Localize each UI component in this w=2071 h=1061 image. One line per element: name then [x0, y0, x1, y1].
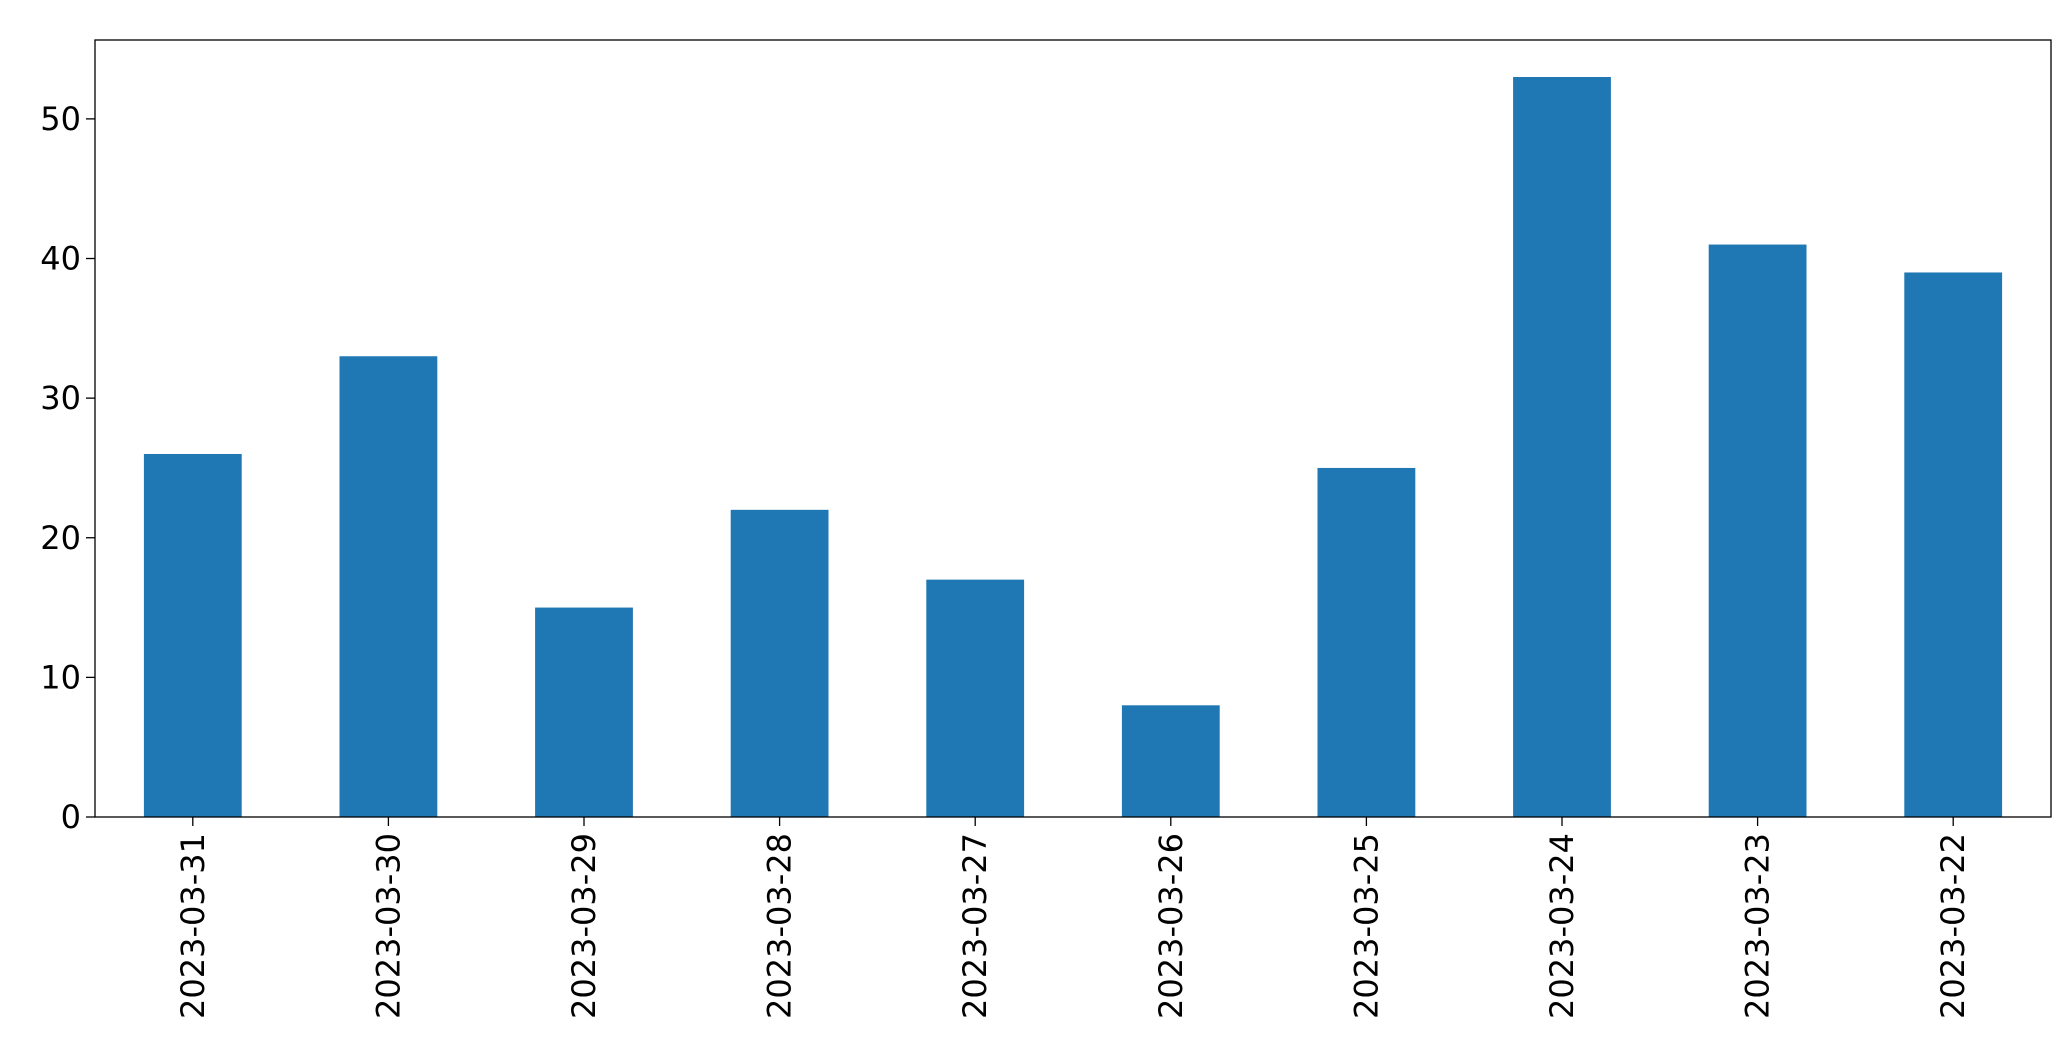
x-tick-label: 2023-03-27	[956, 833, 994, 1019]
y-tick-label: 30	[40, 379, 81, 417]
bar	[339, 356, 438, 817]
x-tick-label: 2023-03-23	[1739, 833, 1777, 1019]
x-tick-label: 2023-03-30	[369, 833, 407, 1019]
y-tick-label: 10	[40, 658, 81, 696]
bar	[1904, 272, 2003, 818]
x-tick-label: 2023-03-24	[1543, 833, 1581, 1019]
y-tick-label: 20	[40, 519, 81, 557]
y-tick-label: 50	[40, 100, 81, 138]
x-tick-label: 2023-03-29	[565, 833, 603, 1019]
bar	[1708, 244, 1807, 817]
bar	[143, 453, 242, 817]
x-tick-label: 2023-03-31	[174, 833, 212, 1019]
y-tick-label: 0	[61, 798, 81, 836]
plot-frame	[94, 39, 2052, 818]
bar	[730, 509, 829, 817]
x-tick-label: 2023-03-28	[761, 833, 799, 1019]
bar	[1121, 705, 1220, 817]
x-tick-label: 2023-03-22	[1934, 833, 1972, 1019]
x-tick-label: 2023-03-25	[1347, 833, 1385, 1019]
x-tick-label: 2023-03-26	[1152, 833, 1190, 1019]
bar	[1513, 77, 1611, 817]
bar	[535, 607, 633, 817]
bar	[926, 579, 1025, 817]
bar	[1317, 467, 1416, 817]
y-tick-label: 40	[40, 240, 81, 278]
